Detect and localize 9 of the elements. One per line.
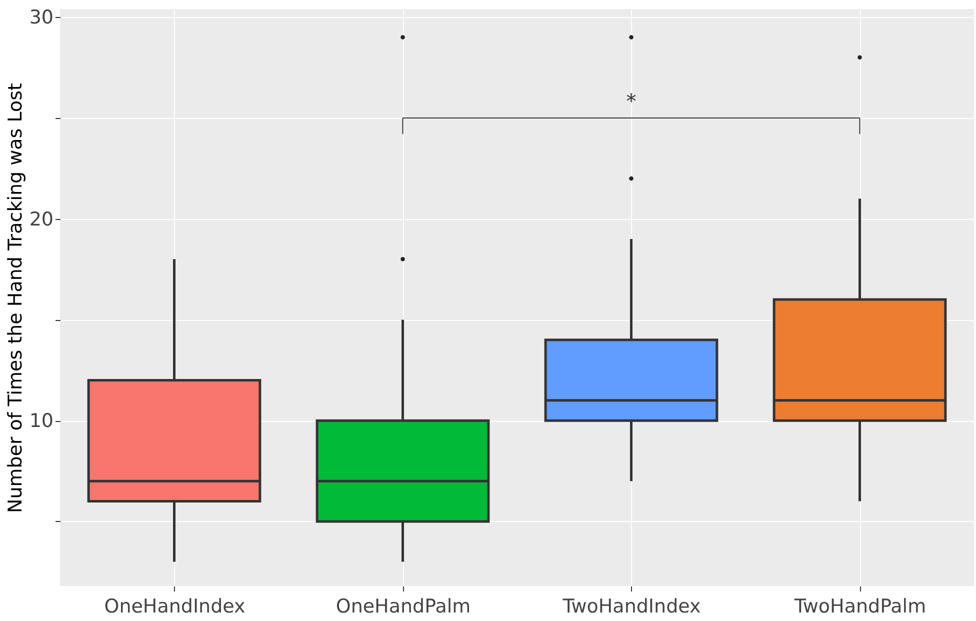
y-tick-label: 20 xyxy=(29,208,54,230)
x-tick-label: OneHandPalm xyxy=(336,596,471,618)
annotation: * xyxy=(626,88,636,113)
y-tick-label: 10 xyxy=(29,410,54,432)
x-tick-label: TwoHandPalm xyxy=(793,596,926,618)
x-tick-label: TwoHandIndex xyxy=(562,596,701,618)
y-axis-title: Number of Times the Hand Tracking was Lost xyxy=(4,83,26,513)
x-tick-label: OneHandIndex xyxy=(104,596,246,618)
y-tick-label: 30 xyxy=(29,6,54,29)
